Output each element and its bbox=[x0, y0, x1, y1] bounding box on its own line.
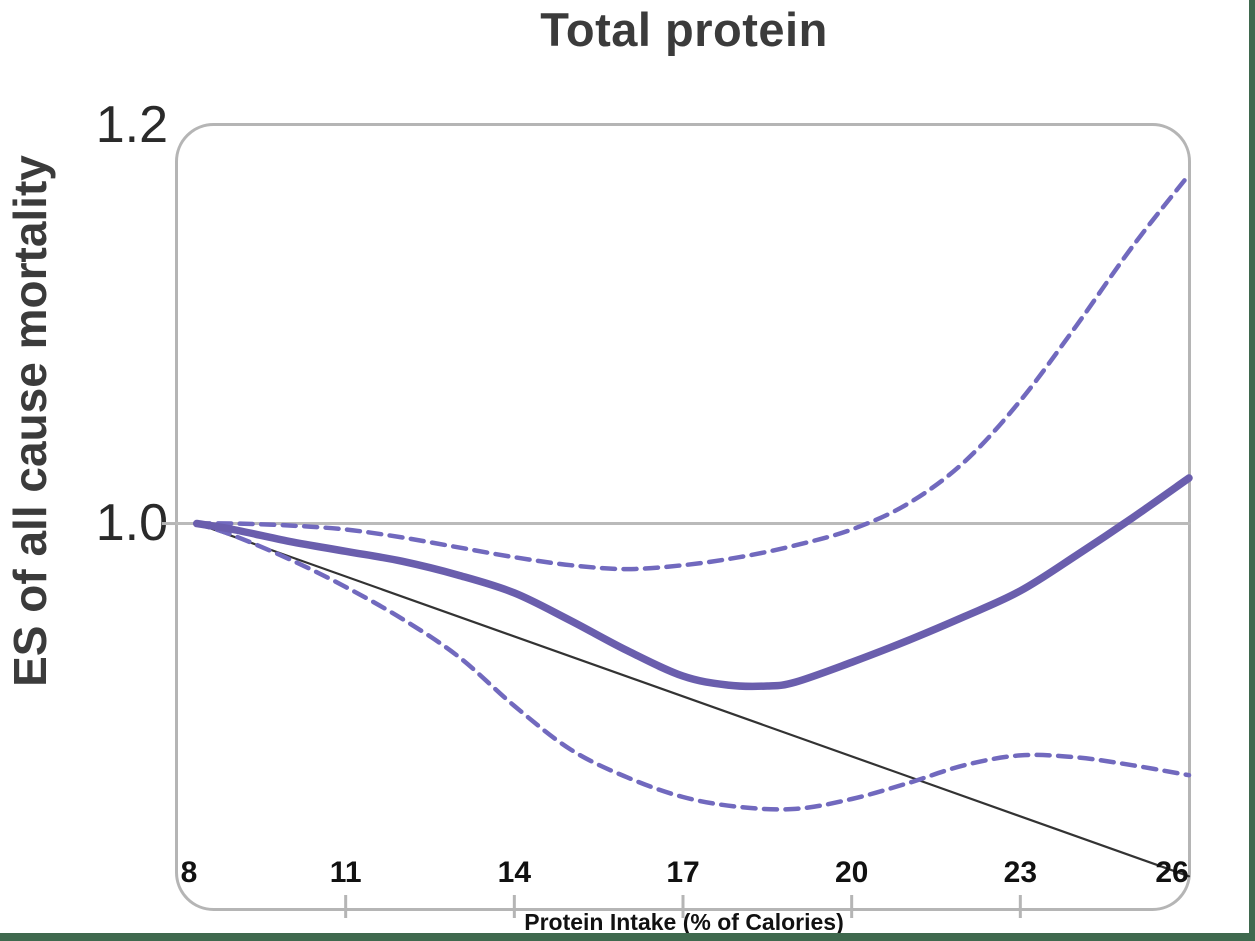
right-accent-strip bbox=[1249, 0, 1255, 941]
x-tick-label: 17 bbox=[666, 856, 700, 889]
x-tick-label: 20 bbox=[834, 856, 869, 889]
y-tick-label-1-2: 1.2 bbox=[95, 96, 168, 154]
x-tick-label: 11 bbox=[329, 856, 362, 889]
x-tick-label: 8 bbox=[180, 856, 198, 889]
plot-area: 8 11 14 17 20 23 26 bbox=[162, 123, 1193, 918]
x-tick-label: 14 bbox=[497, 856, 532, 889]
confidence-interval-curve bbox=[194, 172, 1192, 572]
bottom-accent-strip bbox=[0, 933, 1255, 941]
plot-frame bbox=[175, 123, 1191, 911]
x-axis-label: Protein Intake (% of Calories) bbox=[524, 909, 844, 935]
x-tick-label: 26 bbox=[1155, 856, 1189, 889]
chart-title: Total protein bbox=[540, 3, 828, 56]
es-estimate-curve bbox=[192, 474, 1193, 691]
confidence-interval-curve bbox=[194, 521, 1192, 812]
x-tick-label: 23 bbox=[1003, 856, 1038, 889]
y-tick-label-1-0: 1.0 bbox=[95, 494, 168, 552]
linear-reference-line bbox=[195, 522, 1191, 878]
y-axis-label: ES of all cause mortality bbox=[4, 155, 56, 687]
curves-svg bbox=[162, 123, 1193, 918]
